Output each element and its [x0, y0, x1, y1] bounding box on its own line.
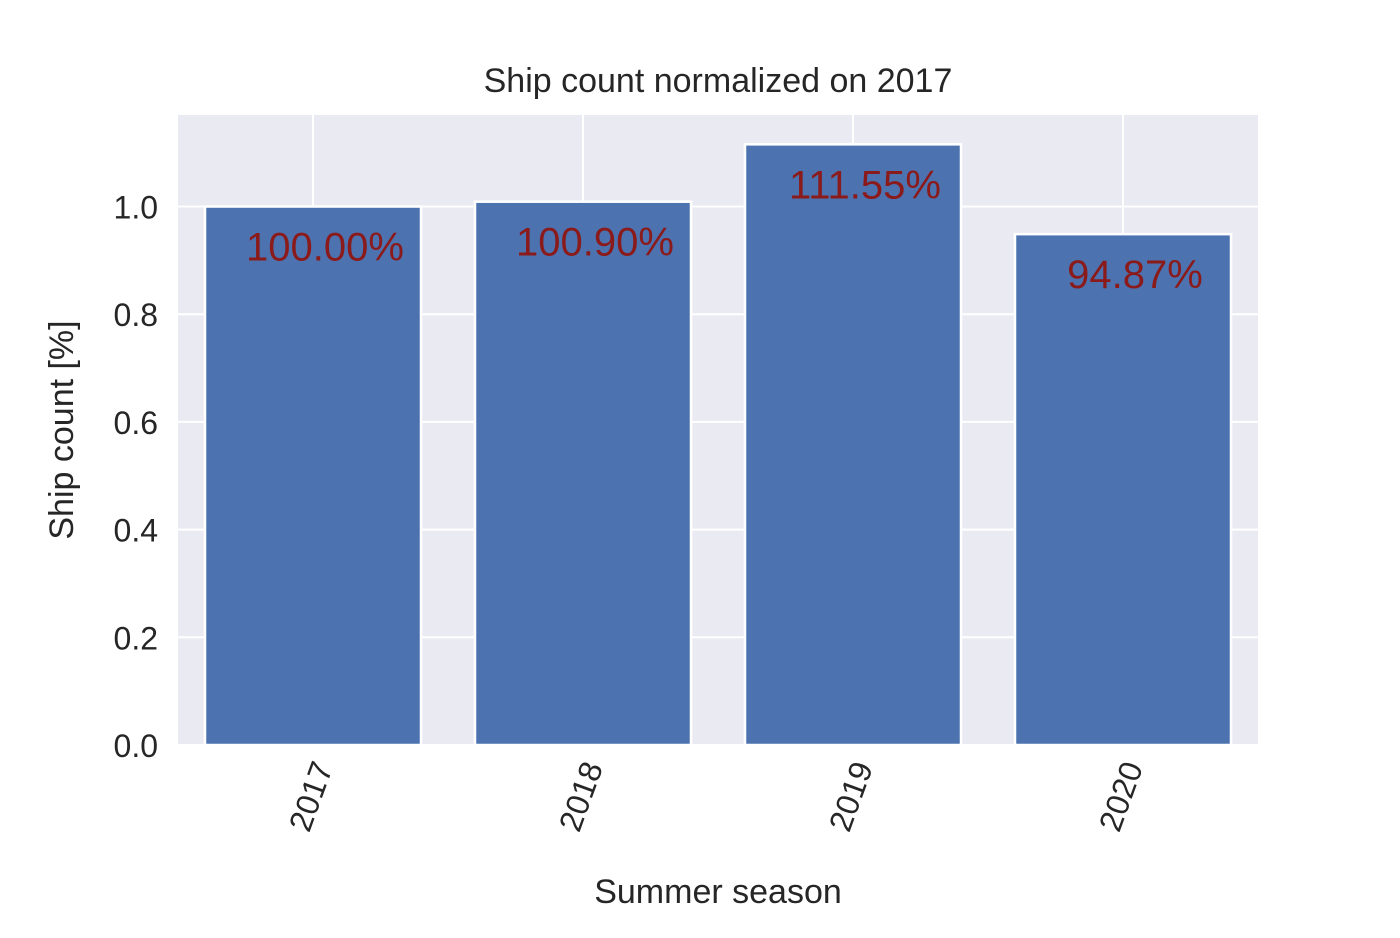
y-tick-label: 0.0 [114, 728, 158, 764]
data-label-2018: 100.90% [516, 221, 674, 265]
y-tick-label: 0.8 [114, 297, 158, 333]
y-axis-label: Ship count [%] [43, 320, 81, 539]
bar-2018 [473, 200, 693, 747]
y-tick-labels: 0.0 0.2 0.4 0.6 0.8 1.0 [114, 190, 158, 764]
bar-2017 [203, 205, 423, 747]
y-tick-label: 0.6 [114, 405, 158, 441]
bars [203, 143, 1233, 747]
x-tick-label-2020: 2020 [1092, 757, 1150, 836]
x-tick-label-2019: 2019 [822, 757, 880, 836]
y-tick-label: 0.2 [114, 620, 158, 656]
chart-title: Ship count normalized on 2017 [484, 62, 953, 100]
y-tick-label: 1.0 [114, 190, 158, 226]
data-labels: 100.00% 100.90% 111.55% 94.87% [246, 163, 1203, 297]
bar-2019 [743, 143, 963, 747]
y-tick-label: 0.4 [114, 513, 158, 549]
x-axis-label: Summer season [594, 873, 842, 911]
data-label-2019: 111.55% [789, 163, 941, 207]
data-label-2020: 94.87% [1067, 253, 1203, 297]
x-tick-label-2018: 2018 [552, 757, 610, 836]
x-tick-labels: 2017 2018 2019 2020 [282, 757, 1150, 836]
x-tick-label-2017: 2017 [282, 757, 340, 836]
bar-2020 [1013, 232, 1233, 747]
data-label-2017: 100.00% [246, 226, 404, 270]
